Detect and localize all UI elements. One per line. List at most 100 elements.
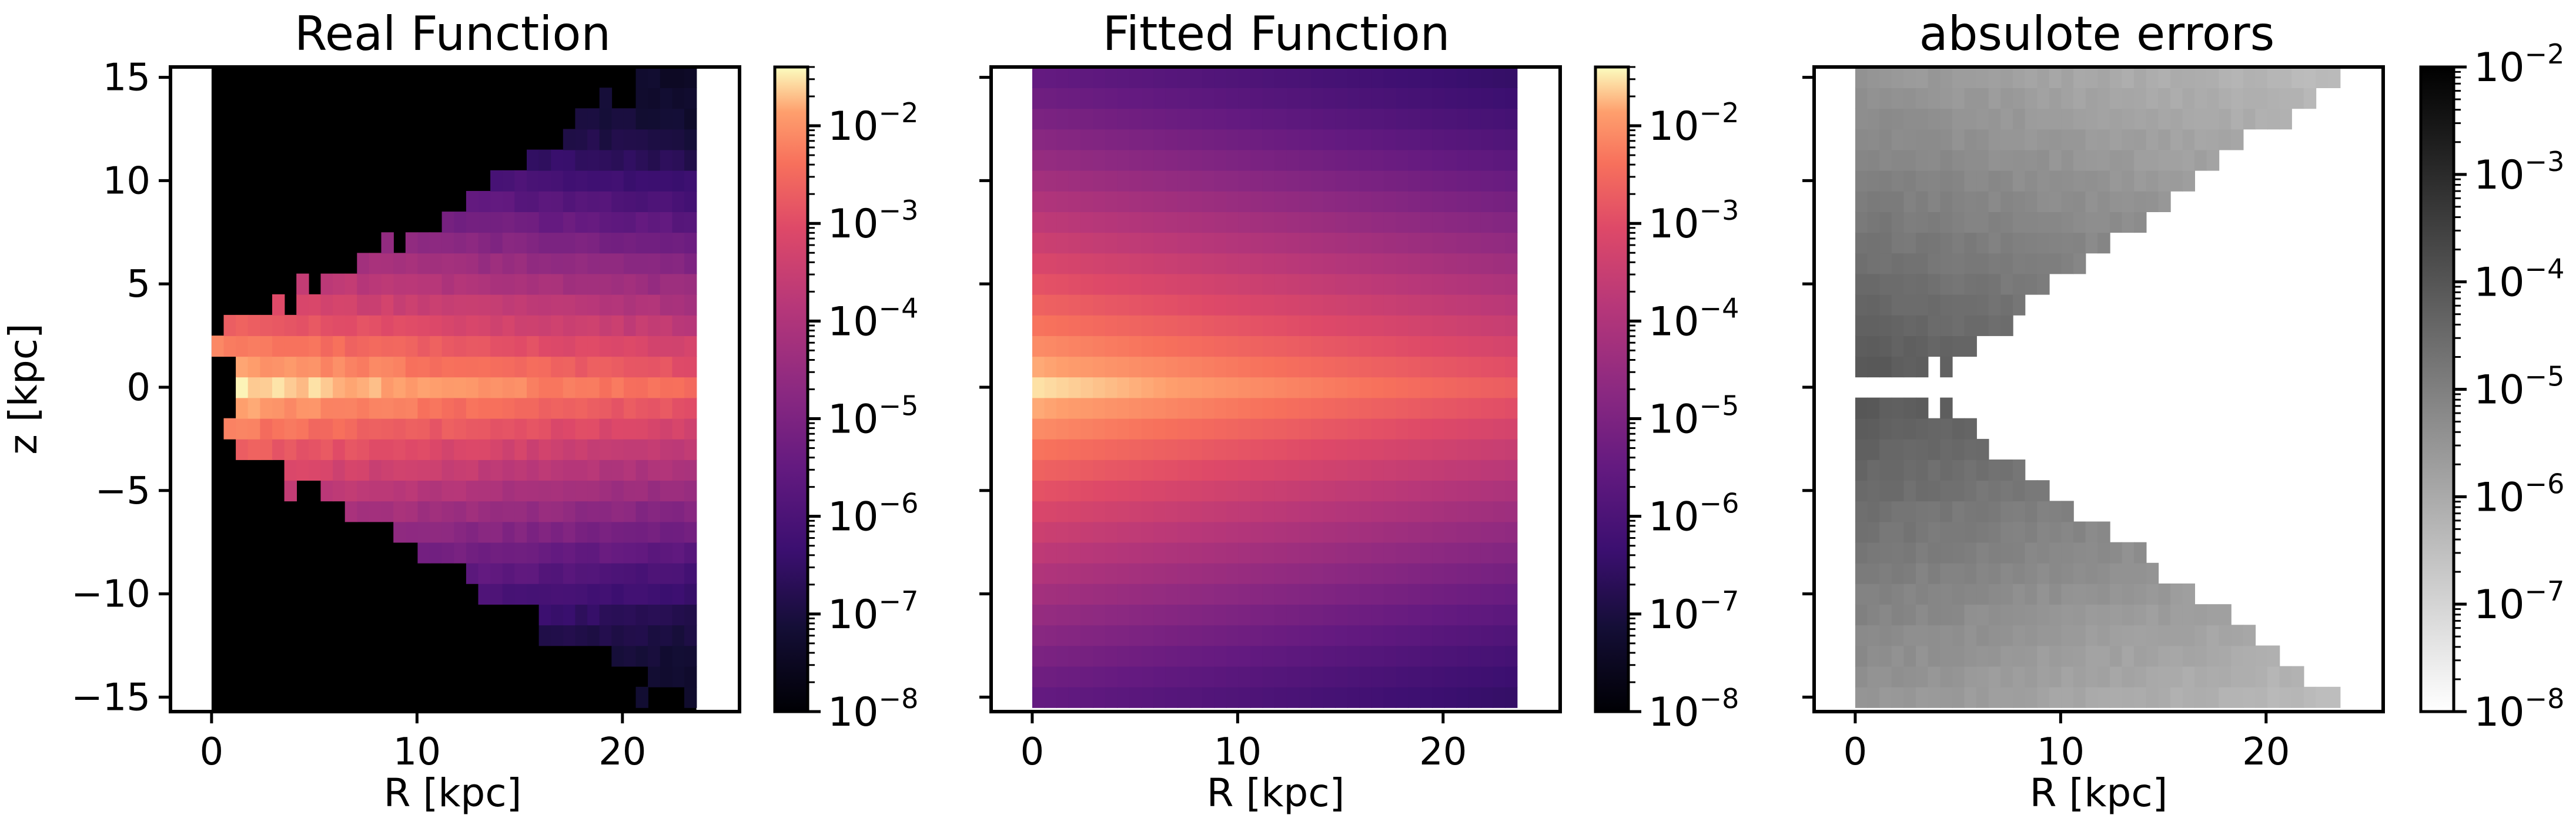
heatmap-cell: [1432, 418, 1445, 440]
heatmap-cell: [1105, 377, 1118, 398]
heatmap-cell: [1383, 666, 1397, 688]
heatmap-cell: [672, 501, 685, 522]
heatmap-cell: [1165, 273, 1179, 295]
heatmap-cell: [1238, 88, 1251, 109]
heatmap-cell: [1299, 418, 1312, 440]
heatmap-cell: [1396, 562, 1409, 584]
heatmap-cell: [1420, 129, 1433, 150]
heatmap-cell: [1153, 356, 1166, 378]
heatmap-cell: [1323, 170, 1336, 192]
heatmap-cell: [1408, 88, 1421, 109]
heatmap-cell: [1456, 294, 1469, 316]
heatmap-cell: [2122, 645, 2135, 667]
heatmap-cell: [1214, 480, 1227, 502]
heatmap-cell: [527, 336, 540, 357]
heatmap-cell: [1274, 129, 1287, 150]
heatmap-cell: [1141, 438, 1154, 460]
heatmap-cell: [1323, 584, 1336, 605]
heatmap-cell: [2085, 604, 2098, 626]
heatmap-cell: [2182, 88, 2195, 109]
heatmap-cell: [1456, 604, 1469, 626]
heatmap-cell: [1129, 397, 1142, 419]
heatmap-cell: [1940, 501, 1953, 522]
heatmap-cell: [1105, 460, 1118, 481]
heatmap-cell: [1408, 480, 1421, 502]
heatmap-cell: [296, 336, 309, 357]
heatmap-cell: [527, 480, 540, 502]
heatmap-cell: [1493, 562, 1506, 584]
heatmap-cell: [551, 294, 564, 316]
heatmap-cell: [333, 438, 346, 460]
heatmap-cell: [466, 336, 479, 357]
heatmap-cell: [369, 501, 382, 522]
heatmap-cell: [1299, 521, 1312, 543]
heatmap-cell: [2134, 170, 2147, 192]
heatmap-cell: [441, 397, 454, 419]
heatmap-cell: [1420, 438, 1433, 460]
colorbar-tick-label: 10−4: [828, 292, 918, 345]
heatmap-cell: [635, 170, 648, 192]
heatmap-cell: [1505, 129, 1518, 150]
heatmap-cell: [1323, 480, 1336, 502]
heatmap-cell: [1493, 88, 1506, 109]
heatmap-cell: [272, 356, 285, 378]
heatmap-cell: [1141, 253, 1154, 274]
heatmap-cell: [1335, 604, 1348, 626]
heatmap-cell: [1396, 191, 1409, 212]
heatmap-cell: [684, 460, 697, 481]
heatmap-cell: [635, 149, 648, 171]
heatmap-cell: [1311, 521, 1324, 543]
heatmap-cell: [1238, 438, 1251, 460]
heatmap-cell: [1359, 294, 1372, 316]
heatmap-cell: [1093, 666, 1106, 688]
heatmap-cell: [2037, 273, 2050, 295]
heatmap-cell: [1226, 108, 1239, 130]
heatmap-cell: [1879, 480, 1892, 502]
heatmap-cell: [1226, 377, 1239, 398]
heatmap-cell: [1444, 418, 1457, 440]
heatmap-cell: [1855, 604, 1868, 626]
heatmap-cell: [1068, 625, 1082, 646]
heatmap-cell: [2000, 88, 2013, 109]
heatmap-cell: [1165, 191, 1179, 212]
heatmap-cell: [1214, 88, 1227, 109]
heatmap-cell: [1056, 666, 1069, 688]
heatmap-cell: [1916, 625, 1929, 646]
heatmap-cell: [1286, 604, 1300, 626]
heatmap-cell: [490, 294, 503, 316]
heatmap-cell: [1262, 480, 1275, 502]
heatmap-cell: [587, 604, 600, 626]
heatmap-cell: [1141, 314, 1154, 336]
heatmap-cell: [1359, 253, 1372, 274]
heatmap-cell: [1408, 438, 1421, 460]
heatmap-cell: [1940, 460, 1953, 481]
heatmap-cell: [1928, 88, 1941, 109]
heatmap-cell: [1468, 542, 1481, 564]
heatmap-cell: [2109, 191, 2123, 212]
heatmap-cell: [1141, 584, 1154, 605]
heatmap-cell: [1093, 397, 1106, 419]
heatmap-cell: [1311, 377, 1324, 398]
heatmap-cell: [1493, 480, 1506, 502]
heatmap-cell: [1165, 314, 1179, 336]
heatmap-cell: [1323, 191, 1336, 212]
heatmap-cell: [1323, 88, 1336, 109]
heatmap-cell: [1032, 294, 1045, 316]
heatmap-cell: [2182, 666, 2195, 688]
heatmap-cell: [1371, 108, 1384, 130]
heatmap-cell: [514, 212, 527, 233]
heatmap-cell: [1359, 314, 1372, 336]
heatmap-cell: [2085, 625, 2098, 646]
heatmap-cell: [1189, 625, 1203, 646]
heatmap-cell: [1432, 397, 1445, 419]
heatmap-cell: [1105, 397, 1118, 419]
heatmap-cell: [1129, 336, 1142, 357]
colorbar-tick-label: 10−5: [2474, 361, 2564, 414]
heatmap-cell: [1335, 666, 1348, 688]
heatmap-cell: [1964, 336, 1977, 357]
colorbar-gradient: [2421, 67, 2454, 712]
heatmap-cell: [1879, 253, 1892, 274]
heatmap-cell: [466, 480, 479, 502]
heatmap-cell: [1468, 377, 1481, 398]
heatmap-cell: [1940, 191, 1953, 212]
